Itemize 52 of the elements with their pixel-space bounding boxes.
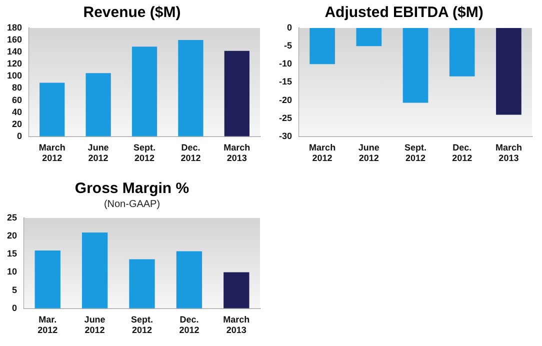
x-tick-label: June 2012 — [88, 142, 109, 164]
bar — [129, 259, 155, 308]
x-tick-label: June 2012 — [358, 142, 380, 164]
x-tick-label: March 2012 — [309, 142, 336, 164]
y-tick-label: 15 — [6, 248, 18, 259]
y-tick-label: 140 — [6, 46, 22, 57]
y-tick-label: 160 — [6, 34, 22, 45]
y-tick-label: 40 — [12, 106, 22, 117]
y-tick-label: 10 — [6, 266, 18, 277]
x-tick-label: Dec. 2012 — [179, 314, 200, 336]
y-tick-label: 180 — [6, 22, 22, 32]
bar — [86, 73, 111, 136]
bar — [82, 232, 108, 308]
x-tick-label: Dec. 2012 — [452, 142, 472, 164]
y-tick-label: -5 — [284, 40, 292, 51]
y-tick-label: 20 — [6, 230, 18, 241]
bar — [34, 250, 60, 308]
x-tick-label: Sept. 2012 — [131, 314, 154, 336]
y-tick-label: -15 — [278, 76, 292, 87]
bar — [40, 82, 65, 136]
y-tick-label: -30 — [278, 130, 292, 141]
bar — [178, 40, 204, 136]
x-tick-label: March 2013 — [223, 314, 250, 336]
y-tick-label: 5 — [12, 284, 18, 295]
bar — [224, 50, 250, 136]
y-tick-label: 25 — [6, 212, 18, 222]
y-tick-label: 0 — [286, 22, 292, 32]
chart-subtitle: (Non-GAAP) — [104, 198, 160, 210]
y-tick-label: -20 — [278, 94, 292, 105]
bar — [224, 272, 250, 308]
y-tick-label: -10 — [278, 58, 292, 69]
x-tick-label: March 2012 — [38, 142, 66, 164]
x-tick-label: Sept. 2012 — [134, 142, 156, 164]
x-tick-label: March 2013 — [495, 142, 522, 164]
chart-title: Revenue ($M) — [83, 4, 181, 22]
y-tick-label: 60 — [12, 94, 22, 105]
y-tick-label: 20 — [12, 118, 22, 129]
chart-title: Gross Margin % — [74, 180, 190, 198]
y-tick-label: 80 — [12, 82, 22, 93]
x-tick-label: Sept. 2012 — [404, 142, 427, 164]
y-tick-label: 0 — [17, 130, 22, 141]
bar — [132, 46, 158, 136]
y-tick-label: 120 — [6, 58, 22, 69]
bar — [176, 251, 202, 308]
y-tick-label: 100 — [6, 70, 22, 81]
y-tick-label: 0 — [12, 302, 18, 313]
x-tick-label: Dec. 2012 — [180, 142, 201, 164]
x-tick-label: March 2013 — [224, 142, 250, 164]
x-tick-label: June 2012 — [84, 314, 106, 336]
x-tick-label: Mar. 2012 — [38, 314, 58, 336]
chart-title: Adjusted EBITDA ($M) — [324, 4, 484, 22]
y-tick-label: -25 — [278, 112, 292, 123]
